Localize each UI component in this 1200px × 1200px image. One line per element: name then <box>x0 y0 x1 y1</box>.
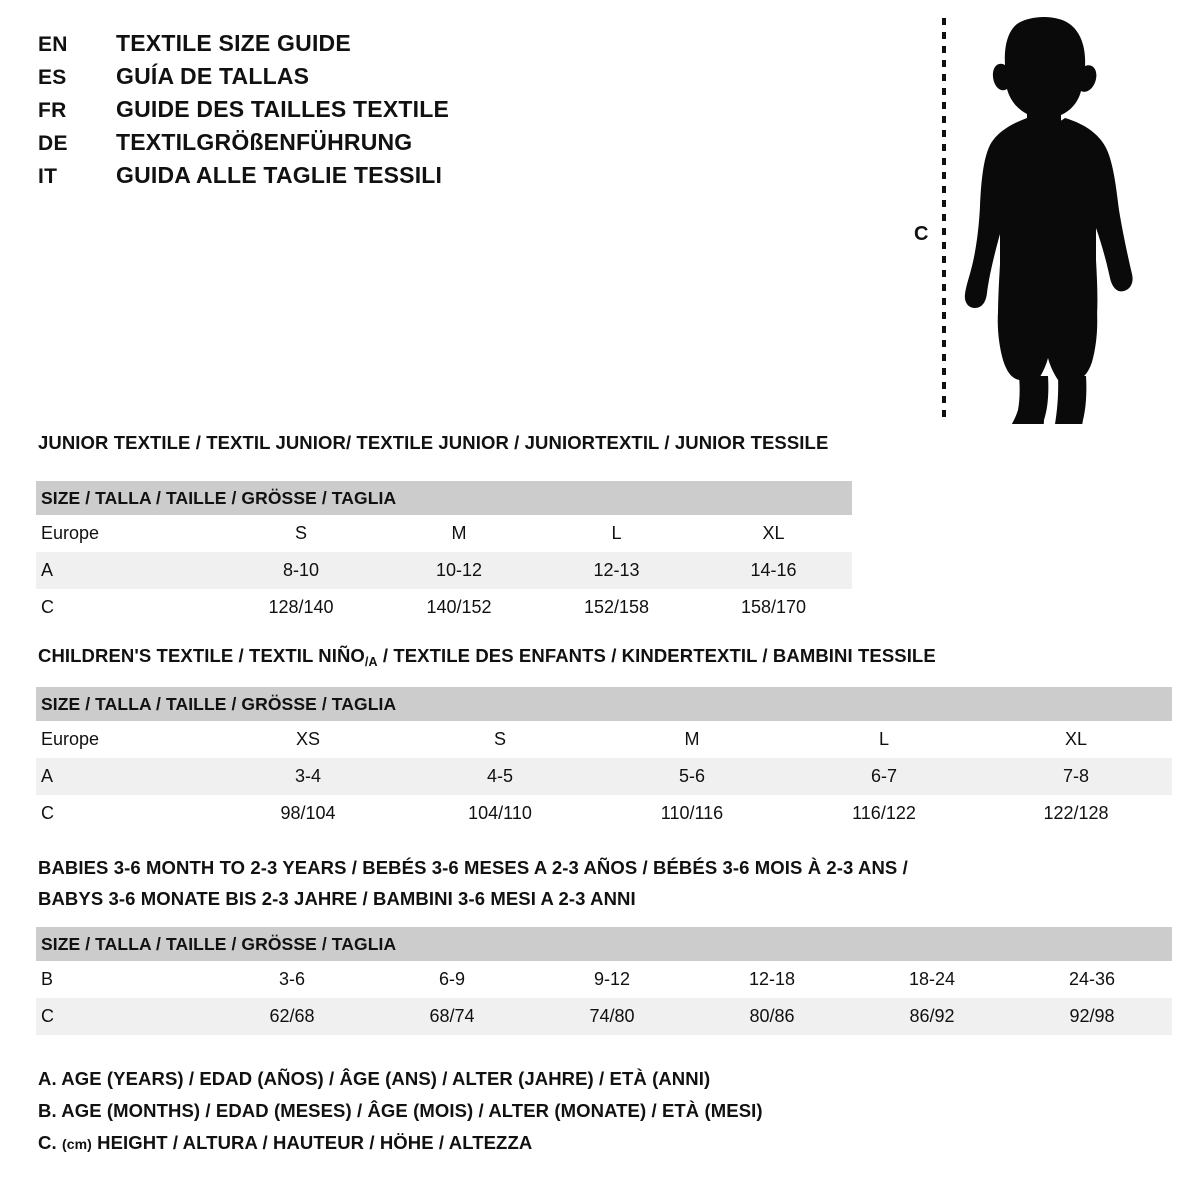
row-label: C <box>36 795 212 832</box>
babies-size-bar-label: SIZE / TALLA / TAILLE / GRÖSSE / TAGLIA <box>36 927 1173 961</box>
language-title: GUÍA DE TALLAS <box>116 63 310 89</box>
children-size-table: SIZE / TALLA / TAILLE / GRÖSSE / TAGLIA … <box>36 687 1173 832</box>
table-cell: 98/104 <box>212 795 404 832</box>
table-cell: 80/86 <box>692 998 852 1035</box>
table-row: C 128/140 140/152 152/158 158/170 <box>36 589 853 626</box>
table-cell: 14-16 <box>695 552 853 589</box>
table-cell: 86/92 <box>852 998 1012 1035</box>
children-section-title: CHILDREN'S TEXTILE / TEXTIL NIÑO/A / TEX… <box>38 645 936 669</box>
language-title: TEXTILGRÖßENFÜHRUNG <box>116 129 413 155</box>
babies-section-title-line1: BABIES 3-6 MONTH TO 2-3 YEARS / BEBÉS 3-… <box>38 857 908 878</box>
table-cell: 110/116 <box>596 795 788 832</box>
table-cell: 74/80 <box>532 998 692 1035</box>
language-code: ES <box>38 66 67 89</box>
table-cell: 8-10 <box>222 552 380 589</box>
legend-c-unit: (cm) <box>61 1136 92 1152</box>
table-cell: 3-4 <box>212 758 404 795</box>
row-label: Europe <box>36 721 212 758</box>
table-cell: 140/152 <box>380 589 538 626</box>
language-row: IT GUIDA ALLE TAGLIE TESSILI <box>38 162 449 195</box>
language-code: EN <box>38 33 68 56</box>
table-cell: L <box>788 721 980 758</box>
table-cell: 128/140 <box>222 589 380 626</box>
children-title-post: / TEXTILE DES ENFANTS / KINDERTEXTIL / B… <box>377 645 936 666</box>
table-cell: 116/122 <box>788 795 980 832</box>
table-header-bar-row: SIZE / TALLA / TAILLE / GRÖSSE / TAGLIA <box>36 927 1173 961</box>
language-code: IT <box>38 165 58 188</box>
table-row: A 8-10 10-12 12-13 14-16 <box>36 552 853 589</box>
table-cell: 5-6 <box>596 758 788 795</box>
language-row: DE TEXTILGRÖßENFÜHRUNG <box>38 129 449 162</box>
row-label: C <box>36 589 222 626</box>
table-row: B 3-6 6-9 9-12 12-18 18-24 24-36 <box>36 961 1173 998</box>
legend-line-a: A. AGE (YEARS) / EDAD (AÑOS) / ÂGE (ANS)… <box>38 1068 711 1089</box>
junior-size-bar-label: SIZE / TALLA / TAILLE / GRÖSSE / TAGLIA <box>36 481 853 515</box>
legend-c-post: HEIGHT / ALTURA / HAUTEUR / HÖHE / ALTEZ… <box>91 1132 533 1153</box>
table-cell: XL <box>695 515 853 552</box>
table-cell: 24-36 <box>1012 961 1173 998</box>
language-code: FR <box>38 99 67 122</box>
table-cell: 152/158 <box>538 589 695 626</box>
table-cell: M <box>380 515 538 552</box>
children-size-bar-label: SIZE / TALLA / TAILLE / GRÖSSE / TAGLIA <box>36 687 1173 721</box>
table-cell: 92/98 <box>1012 998 1173 1035</box>
row-label: B <box>36 961 212 998</box>
table-cell: 6-7 <box>788 758 980 795</box>
table-cell: 68/74 <box>372 998 532 1035</box>
row-label: C <box>36 998 212 1035</box>
table-row: C 62/68 68/74 74/80 80/86 86/92 92/98 <box>36 998 1173 1035</box>
table-cell: 104/110 <box>404 795 596 832</box>
junior-section-title: JUNIOR TEXTILE / TEXTIL JUNIOR/ TEXTILE … <box>38 432 829 453</box>
table-cell: 10-12 <box>380 552 538 589</box>
table-cell: 3-6 <box>212 961 372 998</box>
language-row: FR GUIDE DES TAILLES TEXTILE <box>38 96 449 129</box>
table-cell: 62/68 <box>212 998 372 1035</box>
table-cell: 6-9 <box>372 961 532 998</box>
legend-line-c: C. (cm) HEIGHT / ALTURA / HAUTEUR / HÖHE… <box>38 1132 763 1164</box>
table-cell: 7-8 <box>980 758 1173 795</box>
babies-section-title-line2: BABYS 3-6 MONATE BIS 2-3 JAHRE / BAMBINI… <box>38 888 636 909</box>
language-title: GUIDE DES TAILLES TEXTILE <box>116 96 449 122</box>
table-cell: S <box>404 721 596 758</box>
table-cell: L <box>538 515 695 552</box>
table-cell: 4-5 <box>404 758 596 795</box>
table-cell: 12-13 <box>538 552 695 589</box>
table-header-bar-row: SIZE / TALLA / TAILLE / GRÖSSE / TAGLIA <box>36 481 853 515</box>
table-header-bar-row: SIZE / TALLA / TAILLE / GRÖSSE / TAGLIA <box>36 687 1173 721</box>
table-cell: 12-18 <box>692 961 852 998</box>
language-title: GUIDA ALLE TAGLIE TESSILI <box>116 162 443 188</box>
table-cell: 158/170 <box>695 589 853 626</box>
table-cell: 18-24 <box>852 961 1012 998</box>
language-header-block: EN TEXTILE SIZE GUIDE ES GUÍA DE TALLAS … <box>38 30 449 195</box>
row-label: Europe <box>36 515 222 552</box>
language-row: ES GUÍA DE TALLAS <box>38 63 449 96</box>
table-row: A 3-4 4-5 5-6 6-7 7-8 <box>36 758 1173 795</box>
height-dashed-line <box>942 18 946 420</box>
table-cell: M <box>596 721 788 758</box>
table-cell: S <box>222 515 380 552</box>
row-label: A <box>36 552 222 589</box>
table-row: Europe XS S M L XL <box>36 721 1173 758</box>
legend-c-pre: C. <box>38 1132 62 1153</box>
legend-line-b: B. AGE (MONTHS) / EDAD (MESES) / ÂGE (MO… <box>38 1100 763 1121</box>
table-cell: 122/128 <box>980 795 1173 832</box>
language-row: EN TEXTILE SIZE GUIDE <box>38 30 449 63</box>
table-row: Europe S M L XL <box>36 515 853 552</box>
child-figure-area: C <box>900 8 1190 463</box>
language-code: DE <box>38 132 68 155</box>
height-measure-label: C <box>914 223 929 245</box>
child-silhouette-icon <box>955 14 1145 463</box>
table-cell: XS <box>212 721 404 758</box>
language-title: TEXTILE SIZE GUIDE <box>116 30 351 56</box>
children-title-pre: CHILDREN'S TEXTILE / TEXTIL NIÑO <box>38 645 365 666</box>
junior-size-table: SIZE / TALLA / TAILLE / GRÖSSE / TAGLIA … <box>36 481 853 626</box>
table-row: C 98/104 104/110 110/116 116/122 122/128 <box>36 795 1173 832</box>
legend-block: A. AGE (YEARS) / EDAD (AÑOS) / ÂGE (ANS)… <box>38 1068 763 1164</box>
row-label: A <box>36 758 212 795</box>
babies-size-table: SIZE / TALLA / TAILLE / GRÖSSE / TAGLIA … <box>36 927 1173 1035</box>
table-cell: XL <box>980 721 1173 758</box>
children-title-subscript: /A <box>364 654 378 669</box>
table-cell: 9-12 <box>532 961 692 998</box>
